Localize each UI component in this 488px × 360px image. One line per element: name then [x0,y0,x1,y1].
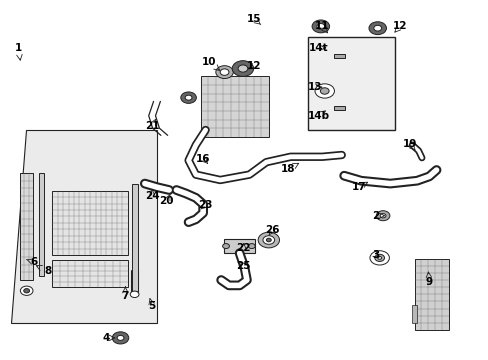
Text: 1: 1 [15,43,22,53]
Circle shape [238,65,247,72]
Circle shape [368,22,386,35]
Text: 6: 6 [31,257,38,267]
Text: 3: 3 [371,250,379,260]
Text: 20: 20 [159,197,174,206]
Bar [20,173,33,280]
Bar [334,54,345,58]
Circle shape [232,61,253,76]
Circle shape [314,84,334,98]
Circle shape [185,95,192,100]
Circle shape [316,23,324,29]
Bar [201,76,268,137]
Text: 15: 15 [246,14,261,24]
Text: 4: 4 [102,333,109,343]
Circle shape [112,332,128,344]
Circle shape [369,251,388,265]
Circle shape [222,244,229,249]
Text: 12: 12 [246,61,261,71]
Text: 18: 18 [281,164,295,174]
Circle shape [215,66,233,78]
Text: 22: 22 [236,243,250,253]
Text: 19: 19 [402,139,416,149]
Text: 24: 24 [144,191,159,201]
Circle shape [130,291,139,297]
Circle shape [117,336,123,341]
Circle shape [20,286,33,296]
Circle shape [320,88,328,94]
Bar [223,239,255,253]
Text: 11: 11 [314,21,329,31]
Circle shape [374,254,384,261]
Text: 21: 21 [144,121,159,131]
Circle shape [248,244,255,249]
Text: 26: 26 [265,225,279,235]
Circle shape [375,211,389,221]
Circle shape [220,69,228,75]
Bar [39,173,44,276]
Bar [307,37,394,130]
Circle shape [258,232,279,248]
Text: 23: 23 [198,200,212,210]
Bar [334,106,345,109]
Text: 5: 5 [148,301,155,311]
Circle shape [181,92,196,103]
Text: 16: 16 [196,154,210,163]
Bar [414,258,448,330]
Text: 14t: 14t [308,43,328,53]
Text: 17: 17 [351,182,366,192]
Bar [411,305,416,323]
Text: 8: 8 [44,266,51,276]
Circle shape [373,25,381,31]
Circle shape [311,20,329,33]
Text: 2: 2 [371,211,379,221]
Polygon shape [11,130,157,323]
Circle shape [379,213,385,218]
Circle shape [24,289,30,293]
Text: 25: 25 [236,261,250,271]
Text: 9: 9 [425,277,432,287]
Text: 7: 7 [122,291,129,301]
Text: 10: 10 [202,57,216,67]
Text: 13: 13 [307,82,322,92]
Text: 12: 12 [392,21,407,31]
Bar [131,184,137,291]
Bar [52,260,127,287]
Circle shape [263,236,274,244]
Text: 14b: 14b [307,111,329,121]
Bar [52,191,127,255]
Circle shape [266,238,271,242]
Circle shape [377,256,381,259]
